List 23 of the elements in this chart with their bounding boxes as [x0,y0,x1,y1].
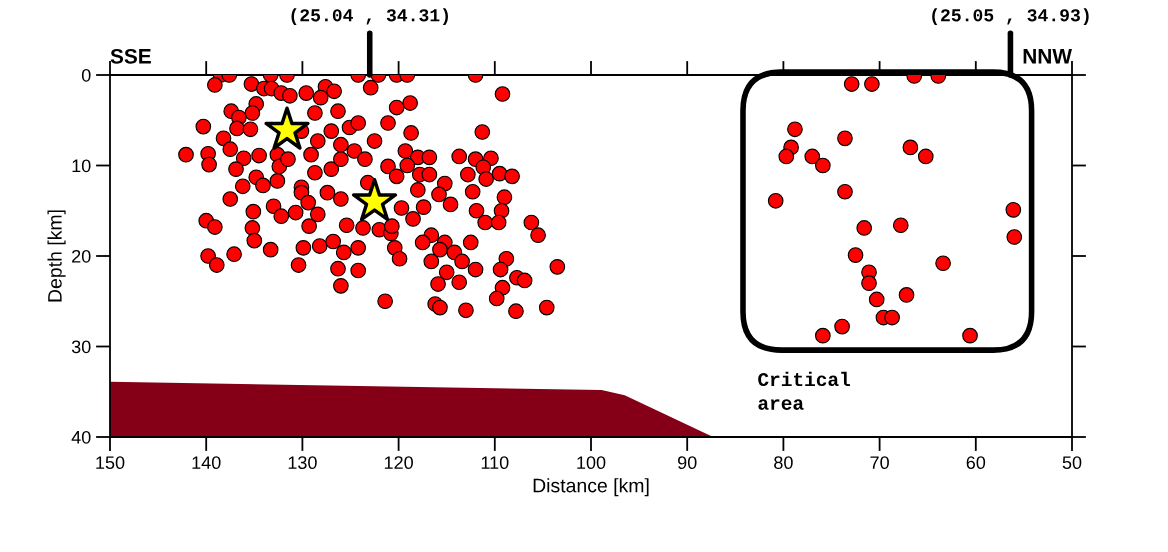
x-tick-label: 60 [966,456,986,470]
x-tick-label: 50 [1062,456,1082,470]
x-tick-label: 110 [481,456,509,470]
x-tick-label: 70 [870,456,889,470]
x-tick-label: 130 [288,456,317,470]
y-tick-label: 40 [71,430,91,444]
x-axis-title: Distance [km] [533,478,649,497]
y-tick-label: 20 [72,249,91,263]
text: SSE [110,48,151,64]
x-tick-label: 90 [678,456,697,470]
x-tick-label: 100 [577,456,606,470]
x-tick-label: 140 [192,456,221,470]
x-tick-label: 120 [384,456,413,470]
annotation: Critical area [758,371,850,410]
y-tick-label: 0 [81,68,91,82]
y-tick-label: 10 [72,159,91,173]
x-tick-label: 80 [774,456,793,470]
text: (25.05 , 34.93) [932,8,1089,25]
text: NNW [1023,49,1072,64]
text: (25.04 , 34.31) [291,8,448,25]
x-tick-label: 150 [96,456,125,470]
y-tick-label: 30 [71,340,91,354]
y-axis-title: Depth [km] [47,210,66,302]
